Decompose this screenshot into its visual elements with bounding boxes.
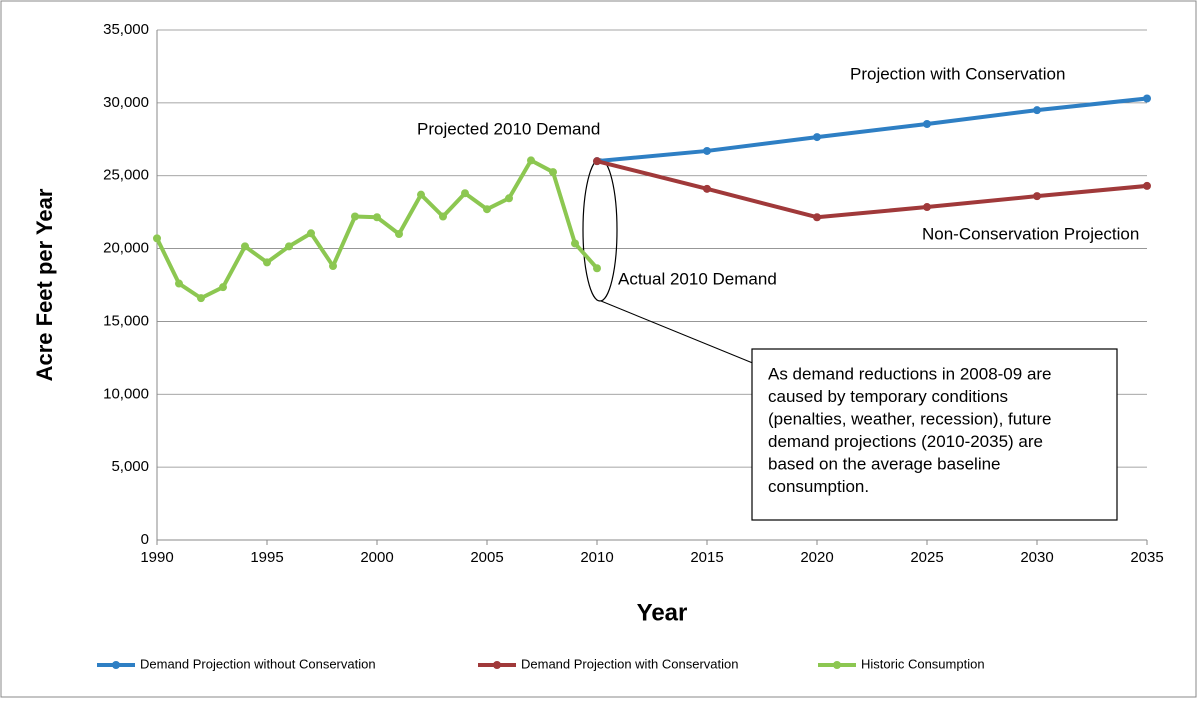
data-point [923, 119, 931, 128]
data-point [571, 239, 579, 248]
y-tick-label: 5,000 [111, 458, 149, 475]
y-axis-title: Acre Feet per Year [32, 188, 57, 381]
data-point [923, 203, 931, 212]
x-tick-label: 2015 [690, 549, 723, 566]
y-tick-label: 10,000 [103, 385, 149, 402]
y-tick-label: 0 [141, 531, 149, 548]
data-point [505, 194, 513, 203]
data-point [439, 212, 447, 221]
data-point [417, 190, 425, 199]
data-point [703, 184, 711, 193]
data-point [373, 213, 381, 222]
x-tick-label: 1990 [140, 549, 173, 566]
data-point [593, 157, 601, 166]
x-tick-label: 2035 [1130, 549, 1163, 566]
data-point [285, 242, 293, 251]
data-point [1143, 181, 1151, 190]
callout-line: demand projections (2010-2035) are [768, 432, 1043, 451]
callout-line: (penalties, weather, recession), future [768, 409, 1051, 428]
annotation: Projection with Conservation [850, 64, 1065, 83]
data-point [527, 156, 535, 165]
data-point [813, 133, 821, 142]
data-point [1143, 94, 1151, 103]
data-point [813, 213, 821, 222]
callout-box [751, 348, 1118, 521]
annotation: Projected 2010 Demand [417, 119, 600, 138]
callout-line: consumption. [768, 477, 869, 496]
data-point [219, 283, 227, 292]
data-point [461, 189, 469, 198]
data-point [329, 262, 337, 271]
y-tick-label: 25,000 [103, 167, 149, 184]
data-point [351, 212, 359, 221]
x-tick-label: 2005 [470, 549, 503, 566]
annotation: Non-Conservation Projection [922, 224, 1139, 243]
x-tick-label: 2000 [360, 549, 393, 566]
data-point [549, 168, 557, 177]
data-point [307, 229, 315, 238]
legend-marker [112, 661, 120, 669]
y-tick-label: 20,000 [103, 240, 149, 257]
data-point [263, 258, 271, 267]
legend-label: Demand Projection with Conservation [521, 656, 739, 671]
data-point [175, 279, 183, 288]
data-point [483, 205, 491, 214]
legend-marker [493, 661, 501, 669]
series-line [596, 96, 1148, 164]
data-point [241, 242, 249, 251]
data-point [703, 146, 711, 155]
data-point [1033, 192, 1041, 201]
x-tick-label: 2030 [1020, 549, 1053, 566]
legend-label: Historic Consumption [861, 656, 985, 671]
x-tick-label: 2020 [800, 549, 833, 566]
x-tick-label: 2025 [910, 549, 943, 566]
data-point [593, 264, 601, 273]
data-point [395, 230, 403, 238]
y-tick-label: 30,000 [103, 94, 149, 111]
data-point [153, 234, 161, 243]
data-point [1033, 106, 1041, 115]
callout-line: caused by temporary conditions [768, 387, 1008, 406]
y-tick-label: 15,000 [103, 312, 149, 329]
annotation: Actual 2010 Demand [618, 269, 777, 288]
data-point [197, 294, 205, 303]
y-tick-label: 35,000 [103, 21, 149, 38]
series-line [596, 159, 1148, 220]
callout-pointer [600, 300, 761, 367]
x-tick-label: 2010 [580, 549, 613, 566]
callout-line: based on the average baseline [768, 454, 1001, 473]
callout-line: As demand reductions in 2008-09 are [768, 364, 1052, 383]
legend-marker [833, 661, 841, 669]
x-tick-label: 1995 [250, 549, 283, 566]
legend-label: Demand Projection without Conservation [140, 656, 376, 671]
x-axis-title: Year [637, 599, 688, 626]
